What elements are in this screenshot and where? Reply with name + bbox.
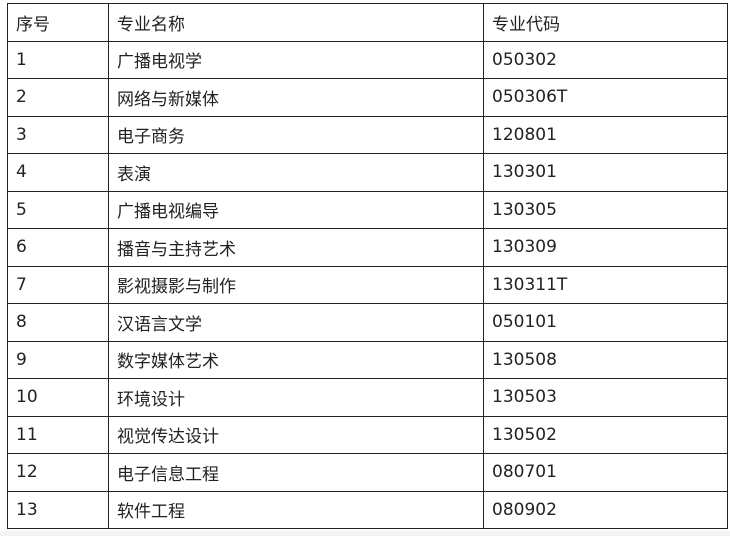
cell-major-code: 130311T bbox=[483, 265, 728, 304]
cell-major-code: 130502 bbox=[483, 415, 728, 454]
table-row: 11 视觉传达设计 130502 bbox=[7, 415, 728, 454]
table-row: 13 软件工程 080902 bbox=[7, 490, 728, 529]
cell-major-name: 广播电视编导 bbox=[108, 190, 484, 229]
cell-major-name: 表演 bbox=[108, 153, 484, 192]
cell-index: 8 bbox=[7, 303, 109, 342]
table-row: 7 影视摄影与制作 130311T bbox=[7, 265, 728, 304]
header-major-name: 专业名称 bbox=[108, 3, 484, 42]
cell-major-name: 汉语言文学 bbox=[108, 303, 484, 342]
cell-index: 9 bbox=[7, 340, 109, 379]
cell-major-name: 影视摄影与制作 bbox=[108, 265, 484, 304]
cell-major-code: 130309 bbox=[483, 228, 728, 267]
table-row: 6 播音与主持艺术 130309 bbox=[7, 228, 728, 267]
cell-major-code: 130305 bbox=[483, 190, 728, 229]
cell-index: 11 bbox=[7, 415, 109, 454]
header-index: 序号 bbox=[7, 3, 109, 42]
cell-major-code: 050306T bbox=[483, 78, 728, 117]
cell-index: 3 bbox=[7, 115, 109, 154]
cell-major-code: 080902 bbox=[483, 490, 728, 529]
cell-major-code: 050101 bbox=[483, 303, 728, 342]
header-major-code: 专业代码 bbox=[483, 3, 728, 42]
cell-index: 5 bbox=[7, 190, 109, 229]
cell-index: 12 bbox=[7, 453, 109, 492]
cell-major-name: 电子信息工程 bbox=[108, 453, 484, 492]
table-row: 8 汉语言文学 050101 bbox=[7, 303, 728, 342]
cell-index: 6 bbox=[7, 228, 109, 267]
cell-index: 2 bbox=[7, 78, 109, 117]
majors-table: 序号 专业名称 专业代码 1 广播电视学 050302 2 网络与新媒体 050306T 3… bbox=[7, 3, 728, 529]
table-row: 1 广播电视学 050302 bbox=[7, 40, 728, 79]
cell-major-code: 080701 bbox=[483, 453, 728, 492]
cell-major-name: 播音与主持艺术 bbox=[108, 228, 484, 267]
cell-index: 13 bbox=[7, 490, 109, 529]
table-row: 9 数字媒体艺术 130508 bbox=[7, 340, 728, 379]
cell-major-name: 网络与新媒体 bbox=[108, 78, 484, 117]
table-header-row: 序号 专业名称 专业代码 bbox=[7, 3, 728, 42]
table-row: 12 电子信息工程 080701 bbox=[7, 453, 728, 492]
cell-major-name: 环境设计 bbox=[108, 378, 484, 417]
cell-index: 4 bbox=[7, 153, 109, 192]
cell-major-code: 050302 bbox=[483, 40, 728, 79]
cell-major-code: 130508 bbox=[483, 340, 728, 379]
cell-major-code: 130503 bbox=[483, 378, 728, 417]
cell-major-code: 130301 bbox=[483, 153, 728, 192]
table-row: 3 电子商务 120801 bbox=[7, 115, 728, 154]
table-row: 2 网络与新媒体 050306T bbox=[7, 78, 728, 117]
cell-index: 10 bbox=[7, 378, 109, 417]
cell-major-name: 软件工程 bbox=[108, 490, 484, 529]
cell-major-code: 120801 bbox=[483, 115, 728, 154]
cell-major-name: 电子商务 bbox=[108, 115, 484, 154]
table-row: 5 广播电视编导 130305 bbox=[7, 190, 728, 229]
cell-major-name: 数字媒体艺术 bbox=[108, 340, 484, 379]
cell-index: 1 bbox=[7, 40, 109, 79]
cell-major-name: 视觉传达设计 bbox=[108, 415, 484, 454]
cell-index: 7 bbox=[7, 265, 109, 304]
table-row: 4 表演 130301 bbox=[7, 153, 728, 192]
table-row: 10 环境设计 130503 bbox=[7, 378, 728, 417]
cell-major-name: 广播电视学 bbox=[108, 40, 484, 79]
